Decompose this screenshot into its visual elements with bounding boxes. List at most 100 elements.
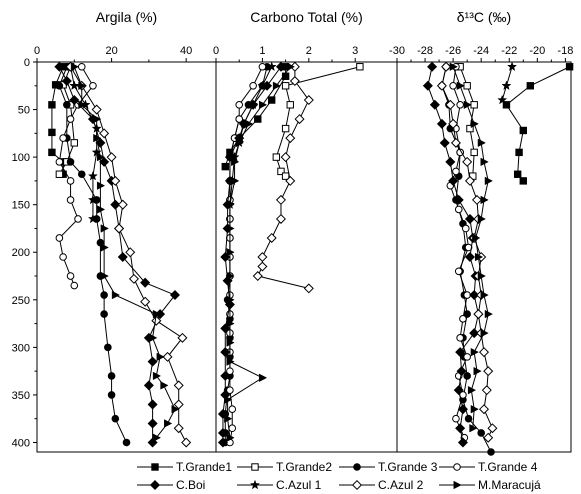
data-point bbox=[100, 224, 109, 233]
data-point bbox=[74, 215, 82, 223]
data-point bbox=[449, 62, 458, 71]
data-point bbox=[483, 432, 494, 443]
series-line bbox=[58, 66, 176, 443]
x-tick-label: -22 bbox=[501, 45, 517, 57]
data-point bbox=[99, 156, 110, 167]
data-point bbox=[275, 194, 286, 205]
data-point bbox=[96, 152, 106, 162]
data-point bbox=[217, 408, 228, 419]
y-tick-label: 200 bbox=[12, 247, 30, 259]
data-point bbox=[286, 101, 294, 109]
data-point bbox=[280, 152, 291, 163]
data-point bbox=[275, 61, 286, 72]
y-tick-label: 300 bbox=[12, 342, 30, 354]
data-point bbox=[452, 167, 460, 176]
legend-marker bbox=[251, 463, 259, 471]
data-point bbox=[469, 328, 480, 339]
data-point bbox=[87, 213, 99, 224]
data-point bbox=[77, 62, 86, 71]
data-point bbox=[436, 80, 447, 91]
data-point bbox=[456, 334, 464, 342]
data-point bbox=[171, 404, 180, 414]
x-tick-label: -24 bbox=[473, 45, 489, 57]
data-point bbox=[147, 418, 158, 429]
data-point bbox=[285, 175, 296, 186]
series-7 bbox=[436, 61, 498, 443]
panel-title: Argila (%) bbox=[96, 9, 157, 25]
data-point bbox=[257, 251, 268, 263]
data-point bbox=[91, 104, 102, 115]
data-point bbox=[100, 271, 109, 281]
data-point bbox=[484, 309, 493, 319]
data-point bbox=[480, 290, 489, 300]
x-tick-label: -20 bbox=[529, 45, 545, 57]
data-point bbox=[63, 101, 71, 109]
x-tick-label: 1 bbox=[259, 45, 265, 57]
data-point bbox=[258, 100, 268, 110]
data-point bbox=[449, 81, 457, 90]
data-point bbox=[474, 252, 484, 262]
data-point bbox=[231, 176, 240, 186]
plot-area: Argila (%)0 20 40050100150200250300350400C… bbox=[12, 9, 573, 456]
data-point bbox=[477, 271, 486, 281]
data-point bbox=[473, 309, 484, 320]
data-point bbox=[456, 101, 464, 109]
data-point bbox=[217, 427, 228, 438]
data-point bbox=[462, 156, 473, 167]
data-point bbox=[483, 366, 494, 377]
legend-item: T.Grande2 bbox=[237, 460, 332, 474]
data-point bbox=[484, 176, 493, 186]
data-point bbox=[96, 181, 106, 190]
data-point bbox=[289, 76, 300, 87]
data-point bbox=[258, 373, 268, 383]
data-point bbox=[472, 233, 481, 243]
data-point bbox=[55, 81, 64, 90]
data-point bbox=[66, 158, 75, 166]
legend-marker bbox=[351, 479, 363, 491]
data-point bbox=[55, 234, 64, 242]
data-point bbox=[229, 151, 240, 162]
series-7 bbox=[65, 61, 192, 448]
data-point bbox=[294, 114, 305, 125]
data-point bbox=[220, 347, 231, 358]
data-point bbox=[501, 80, 512, 91]
data-point bbox=[477, 214, 486, 224]
data-point bbox=[450, 137, 461, 148]
data-point bbox=[228, 424, 237, 433]
data-point bbox=[99, 128, 110, 139]
data-point bbox=[457, 437, 468, 448]
data-point bbox=[122, 438, 131, 447]
data-point bbox=[226, 367, 234, 375]
data-point bbox=[461, 224, 470, 233]
legend-label: C.Azul 2 bbox=[378, 478, 424, 492]
data-point bbox=[226, 338, 235, 347]
data-point bbox=[125, 247, 136, 258]
data-point bbox=[487, 423, 498, 434]
data-point bbox=[303, 95, 314, 106]
data-point bbox=[464, 414, 473, 423]
data-point bbox=[277, 167, 285, 176]
y-tick-label: 100 bbox=[12, 152, 30, 164]
series-4 bbox=[55, 62, 97, 290]
legend-item: C.Azul 1 bbox=[237, 478, 322, 492]
data-point bbox=[267, 96, 276, 104]
data-point bbox=[515, 148, 523, 157]
data-point bbox=[228, 405, 237, 413]
data-point bbox=[111, 414, 120, 423]
legend-label: T.Grande 4 bbox=[478, 460, 538, 474]
legend-item: T.Grande 4 bbox=[439, 460, 538, 474]
data-point bbox=[480, 195, 489, 205]
series-8 bbox=[224, 62, 296, 442]
data-point bbox=[140, 277, 151, 288]
data-point bbox=[224, 414, 233, 423]
data-point bbox=[140, 296, 151, 307]
data-point bbox=[54, 61, 65, 72]
legend-marker bbox=[353, 463, 361, 471]
data-point bbox=[55, 158, 64, 166]
series-8 bbox=[70, 62, 180, 442]
x-tick-label: 20 bbox=[105, 45, 117, 57]
data-point bbox=[226, 224, 235, 233]
data-point bbox=[93, 114, 102, 124]
legend-label: T.Grande 3 bbox=[378, 460, 438, 474]
data-point bbox=[66, 272, 75, 280]
